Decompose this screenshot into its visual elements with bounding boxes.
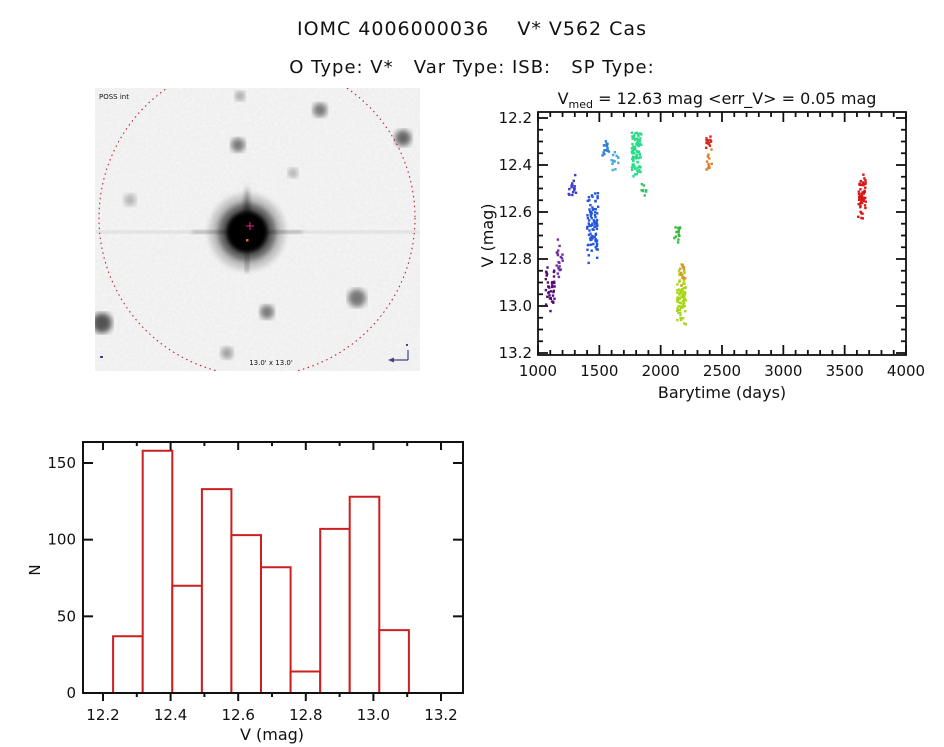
photometric-aperture-circle	[98, 88, 416, 371]
histogram-bar	[200, 488, 233, 693]
histogram-bar	[171, 584, 203, 693]
page-title: IOMC 4006000036 V* V562 Cas	[297, 18, 647, 40]
histogram-bar	[260, 566, 292, 693]
target-crosshair	[246, 222, 254, 242]
x-tick-label: 12.4	[154, 706, 187, 724]
y-tick-label: 12.2	[499, 109, 532, 127]
x-tick-label: 4000	[887, 362, 925, 380]
y-axis-label: N	[26, 564, 44, 575]
epoch-cluster	[630, 131, 643, 178]
finding-chart-image: POSS int 13.0' x 13.0'	[95, 88, 420, 371]
epoch-cluster	[705, 135, 713, 149]
x-tick-label: 3500	[826, 362, 864, 380]
y-tick-label: 13.0	[499, 297, 532, 315]
chart-annotations: POSS int 13.0' x 13.0'	[99, 93, 409, 367]
epoch-cluster	[610, 151, 620, 172]
histogram-bar	[378, 629, 410, 693]
histogram-bar	[319, 527, 351, 693]
y-tick-label: 12.8	[499, 250, 532, 268]
epoch-cluster	[555, 238, 564, 279]
y-tick-label: 100	[47, 531, 76, 549]
y-tick-label: 150	[47, 454, 76, 472]
finding-chart: POSS int 13.0' x 13.0'	[95, 88, 420, 371]
epoch-cluster	[640, 183, 648, 197]
y-tick-label: 13.2	[499, 344, 532, 362]
histogram-bar	[230, 534, 262, 693]
epoch-cluster	[567, 173, 578, 197]
x-tick-label: 12.2	[86, 706, 119, 724]
histogram-bar	[348, 495, 381, 693]
epoch-cluster	[705, 148, 713, 171]
compass-icon	[388, 344, 409, 363]
plot-title: Vmed = 12.63 mag <err_V> = 0.05 mag	[558, 89, 877, 111]
x-tick-label: 1500	[580, 362, 618, 380]
x-tick-label: 2500	[703, 362, 741, 380]
epoch-cluster	[544, 266, 556, 313]
x-tick-label: 12.6	[221, 706, 254, 724]
chart-scale-label: 13.0' x 13.0'	[249, 359, 293, 367]
y-tick-label: 12.4	[499, 156, 532, 174]
y-axis-label: V (mag)	[478, 203, 497, 267]
histogram-bars	[112, 449, 410, 693]
y-tick-label: 50	[57, 607, 76, 625]
x-tick-label: 13.2	[424, 706, 457, 724]
lightcurve-plot: 1000 1500 2000 2500 3000 3500 4000 12.2 12.4 12.6…	[478, 89, 925, 402]
epoch-cluster	[676, 263, 687, 326]
page-subtitle: O Type: V* Var Type: ISB: SP Type:	[289, 57, 655, 78]
x-tick-label: 13.0	[357, 706, 390, 724]
x-tick-label: 1000	[519, 362, 557, 380]
y-tick-label: 0	[66, 684, 76, 702]
epoch-cluster	[673, 226, 682, 244]
histogram-bar	[141, 449, 174, 693]
histogram-bar	[112, 635, 144, 693]
epoch-cluster	[586, 192, 600, 265]
field-stars	[95, 91, 411, 359]
x-axis-label: V (mag)	[240, 725, 304, 744]
epoch-cluster	[857, 173, 867, 220]
histogram-bar	[289, 670, 322, 693]
x-axis-label: Barytime (days)	[658, 383, 786, 402]
y-tick-label: 12.6	[499, 203, 532, 221]
x-tick-label: 2000	[642, 362, 680, 380]
epoch-cluster	[601, 140, 611, 157]
chart-survey-label: POSS int	[99, 93, 129, 101]
magnitude-histogram: 12.2 12.4 12.6 12.8 13.0 13.2 0 50 100 150 V (mag)…	[26, 441, 464, 744]
epoch-cluster	[679, 263, 687, 287]
x-tick-label: 12.8	[289, 706, 322, 724]
x-tick-label: 3000	[764, 362, 802, 380]
